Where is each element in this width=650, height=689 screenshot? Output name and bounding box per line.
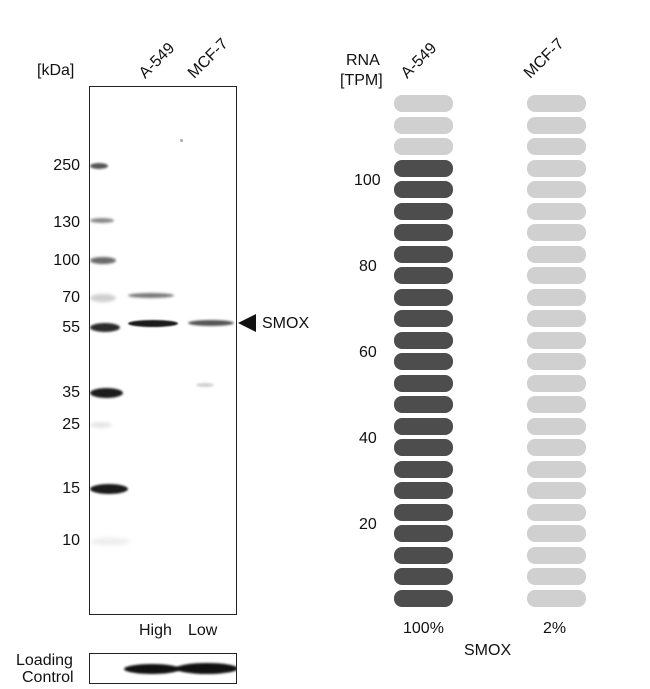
rna-segment [394, 310, 453, 327]
sample-band-70 [128, 293, 174, 298]
rna-segment [394, 482, 453, 499]
rna-segment [527, 439, 586, 456]
rna-segment [527, 138, 586, 155]
rna-segment [527, 95, 586, 112]
target-arrow-icon [238, 314, 256, 332]
rna-gene-label: SMOX [464, 642, 512, 659]
marker-label: 15 [62, 480, 80, 497]
rna-segment [394, 224, 453, 241]
rna-segment [527, 525, 586, 542]
ladder-band [90, 388, 123, 398]
loading-control-label-line1: Loading [16, 652, 73, 669]
rna-segment [394, 568, 453, 585]
rna-segment [394, 525, 453, 542]
marker-label: 100 [53, 252, 80, 269]
rna-segment [394, 288, 453, 306]
rna-header-line1: RNA [346, 52, 380, 69]
rna-tick-label: 40 [359, 430, 377, 447]
rna-segment [394, 396, 453, 413]
loading-control-label-line2: Control [22, 669, 74, 686]
rna-segment [394, 331, 453, 349]
lane-label-a549: A-549 [135, 39, 179, 82]
rna-segment [394, 159, 453, 177]
rna-segment [394, 417, 453, 435]
rna-tick-label: 80 [359, 258, 377, 275]
rna-segment [394, 138, 453, 155]
rna-segment [527, 417, 586, 435]
marker-label: 250 [53, 157, 80, 174]
blot-speck [180, 139, 183, 142]
rna-segment [527, 568, 586, 585]
rna-segment [527, 482, 586, 499]
rna-segment [394, 267, 453, 284]
lane-label-mcf7: MCF-7 [184, 35, 232, 82]
rna-tick-label: 100 [354, 172, 381, 189]
rna-segment [527, 374, 586, 392]
marker-label: 35 [62, 384, 80, 401]
rna-segment [527, 460, 586, 478]
lane-level-high: High [139, 622, 172, 639]
ladder-band [90, 294, 116, 302]
rna-segment [394, 503, 453, 521]
marker-label: 25 [62, 416, 80, 433]
loading-control-image [89, 653, 237, 684]
rna-segment [394, 116, 453, 134]
ladder-band [90, 218, 114, 223]
rna-segment [527, 310, 586, 327]
rna-segment [527, 224, 586, 241]
ladder-band [90, 538, 130, 545]
rna-percentage-a549: 100% [403, 620, 444, 637]
rna-tick-label: 20 [359, 516, 377, 533]
rna-segment [394, 460, 453, 478]
rna-segment [527, 267, 586, 284]
ladder-band [90, 323, 120, 332]
target-label: SMOX [262, 315, 310, 332]
rna-segment [527, 159, 586, 177]
rna-segment [394, 439, 453, 456]
loading-band [124, 664, 180, 674]
rna-column-mcf7 [527, 0, 586, 689]
rna-segment [527, 245, 586, 263]
rna-segment [394, 589, 453, 607]
lane-level-low: Low [188, 622, 218, 639]
ladder-band [90, 484, 128, 494]
sample-band-smox-a549 [128, 320, 178, 327]
rna-segment [527, 503, 586, 521]
rna-segment [394, 374, 453, 392]
rna-header-line2: [TPM] [340, 72, 383, 89]
rna-segment [527, 331, 586, 349]
rna-tick-label: 60 [359, 344, 377, 361]
sample-band-faint [196, 383, 214, 387]
rna-segment [394, 546, 453, 564]
marker-label: 70 [62, 289, 80, 306]
rna-segment [394, 245, 453, 263]
rna-segment [394, 353, 453, 370]
sample-band-smox-mcf7 [188, 320, 234, 326]
rna-segment [527, 202, 586, 220]
rna-segment [527, 546, 586, 564]
rna-segment [394, 181, 453, 198]
loading-band [176, 663, 236, 674]
rna-segment [527, 181, 586, 198]
kda-label: [kDa] [37, 62, 75, 79]
ladder-band [90, 163, 108, 169]
rna-column-a549 [394, 0, 453, 689]
rna-segment [527, 116, 586, 134]
rna-segment [527, 288, 586, 306]
rna-segment [527, 353, 586, 370]
marker-label: 55 [62, 319, 80, 336]
ladder-band [90, 422, 112, 428]
rna-segment [394, 95, 453, 112]
ladder-band [90, 257, 116, 264]
rna-segment [394, 202, 453, 220]
marker-label: 130 [53, 214, 80, 231]
marker-label: 10 [62, 532, 80, 549]
rna-segment [527, 589, 586, 607]
western-blot-image [89, 86, 237, 615]
rna-percentage-mcf7: 2% [543, 620, 567, 637]
rna-segment [527, 396, 586, 413]
